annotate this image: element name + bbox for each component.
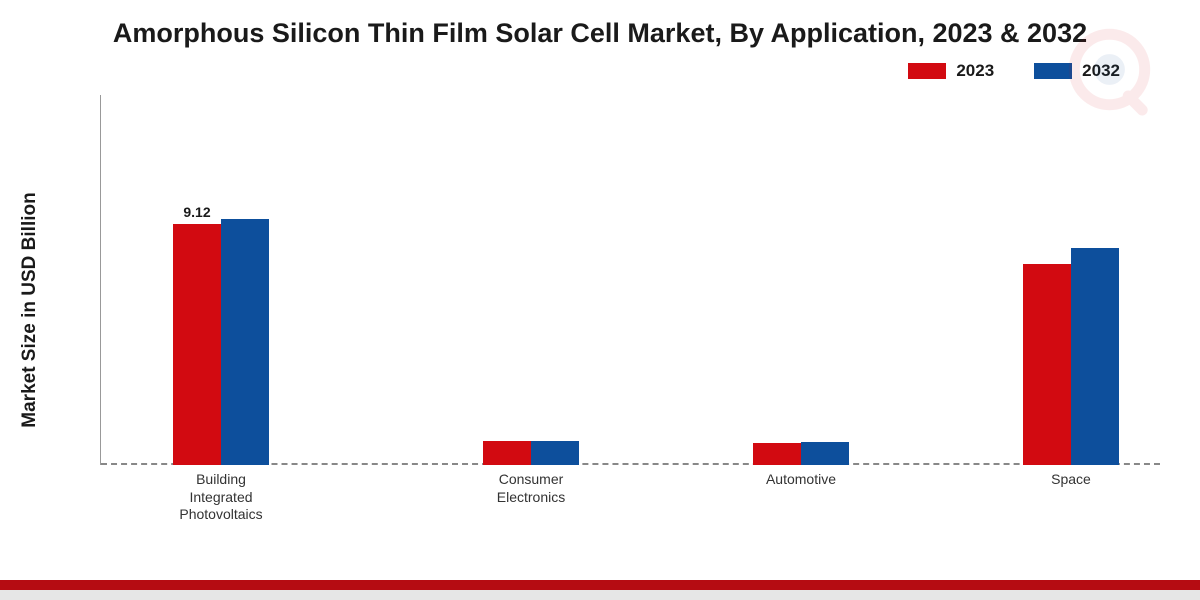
footer-bar xyxy=(0,580,1200,600)
legend-swatch-2023 xyxy=(908,63,946,79)
legend: 2023 2032 xyxy=(0,49,1200,81)
bar-group xyxy=(753,442,849,465)
category-label: ConsumerElectronics xyxy=(451,471,611,506)
chart-area: Market Size in USD Billion 9.12BuildingI… xyxy=(60,95,1170,525)
bar xyxy=(531,441,579,465)
plot-region: 9.12BuildingIntegratedPhotovoltaicsConsu… xyxy=(100,95,1160,465)
footer-top-stripe xyxy=(0,580,1200,590)
bar xyxy=(483,441,531,465)
chart-title: Amorphous Silicon Thin Film Solar Cell M… xyxy=(0,0,1200,49)
category-label: Automotive xyxy=(721,471,881,489)
bar-group xyxy=(1023,248,1119,465)
legend-label-2023: 2023 xyxy=(956,61,994,81)
bar xyxy=(1071,248,1119,465)
category-label: BuildingIntegratedPhotovoltaics xyxy=(141,471,301,524)
bar xyxy=(1023,264,1071,465)
legend-item-2023: 2023 xyxy=(908,61,994,81)
bar-value-label: 9.12 xyxy=(173,204,221,224)
legend-swatch-2032 xyxy=(1034,63,1072,79)
footer-bottom-stripe xyxy=(0,590,1200,600)
bar xyxy=(801,442,849,465)
legend-label-2032: 2032 xyxy=(1082,61,1120,81)
legend-item-2032: 2032 xyxy=(1034,61,1120,81)
bar-group xyxy=(483,441,579,465)
bar xyxy=(753,443,801,465)
category-label: Space xyxy=(991,471,1151,489)
bar: 9.12 xyxy=(173,224,221,465)
bar-group: 9.12 xyxy=(173,219,269,465)
y-axis-label: Market Size in USD Billion xyxy=(19,192,41,427)
bar xyxy=(221,219,269,465)
